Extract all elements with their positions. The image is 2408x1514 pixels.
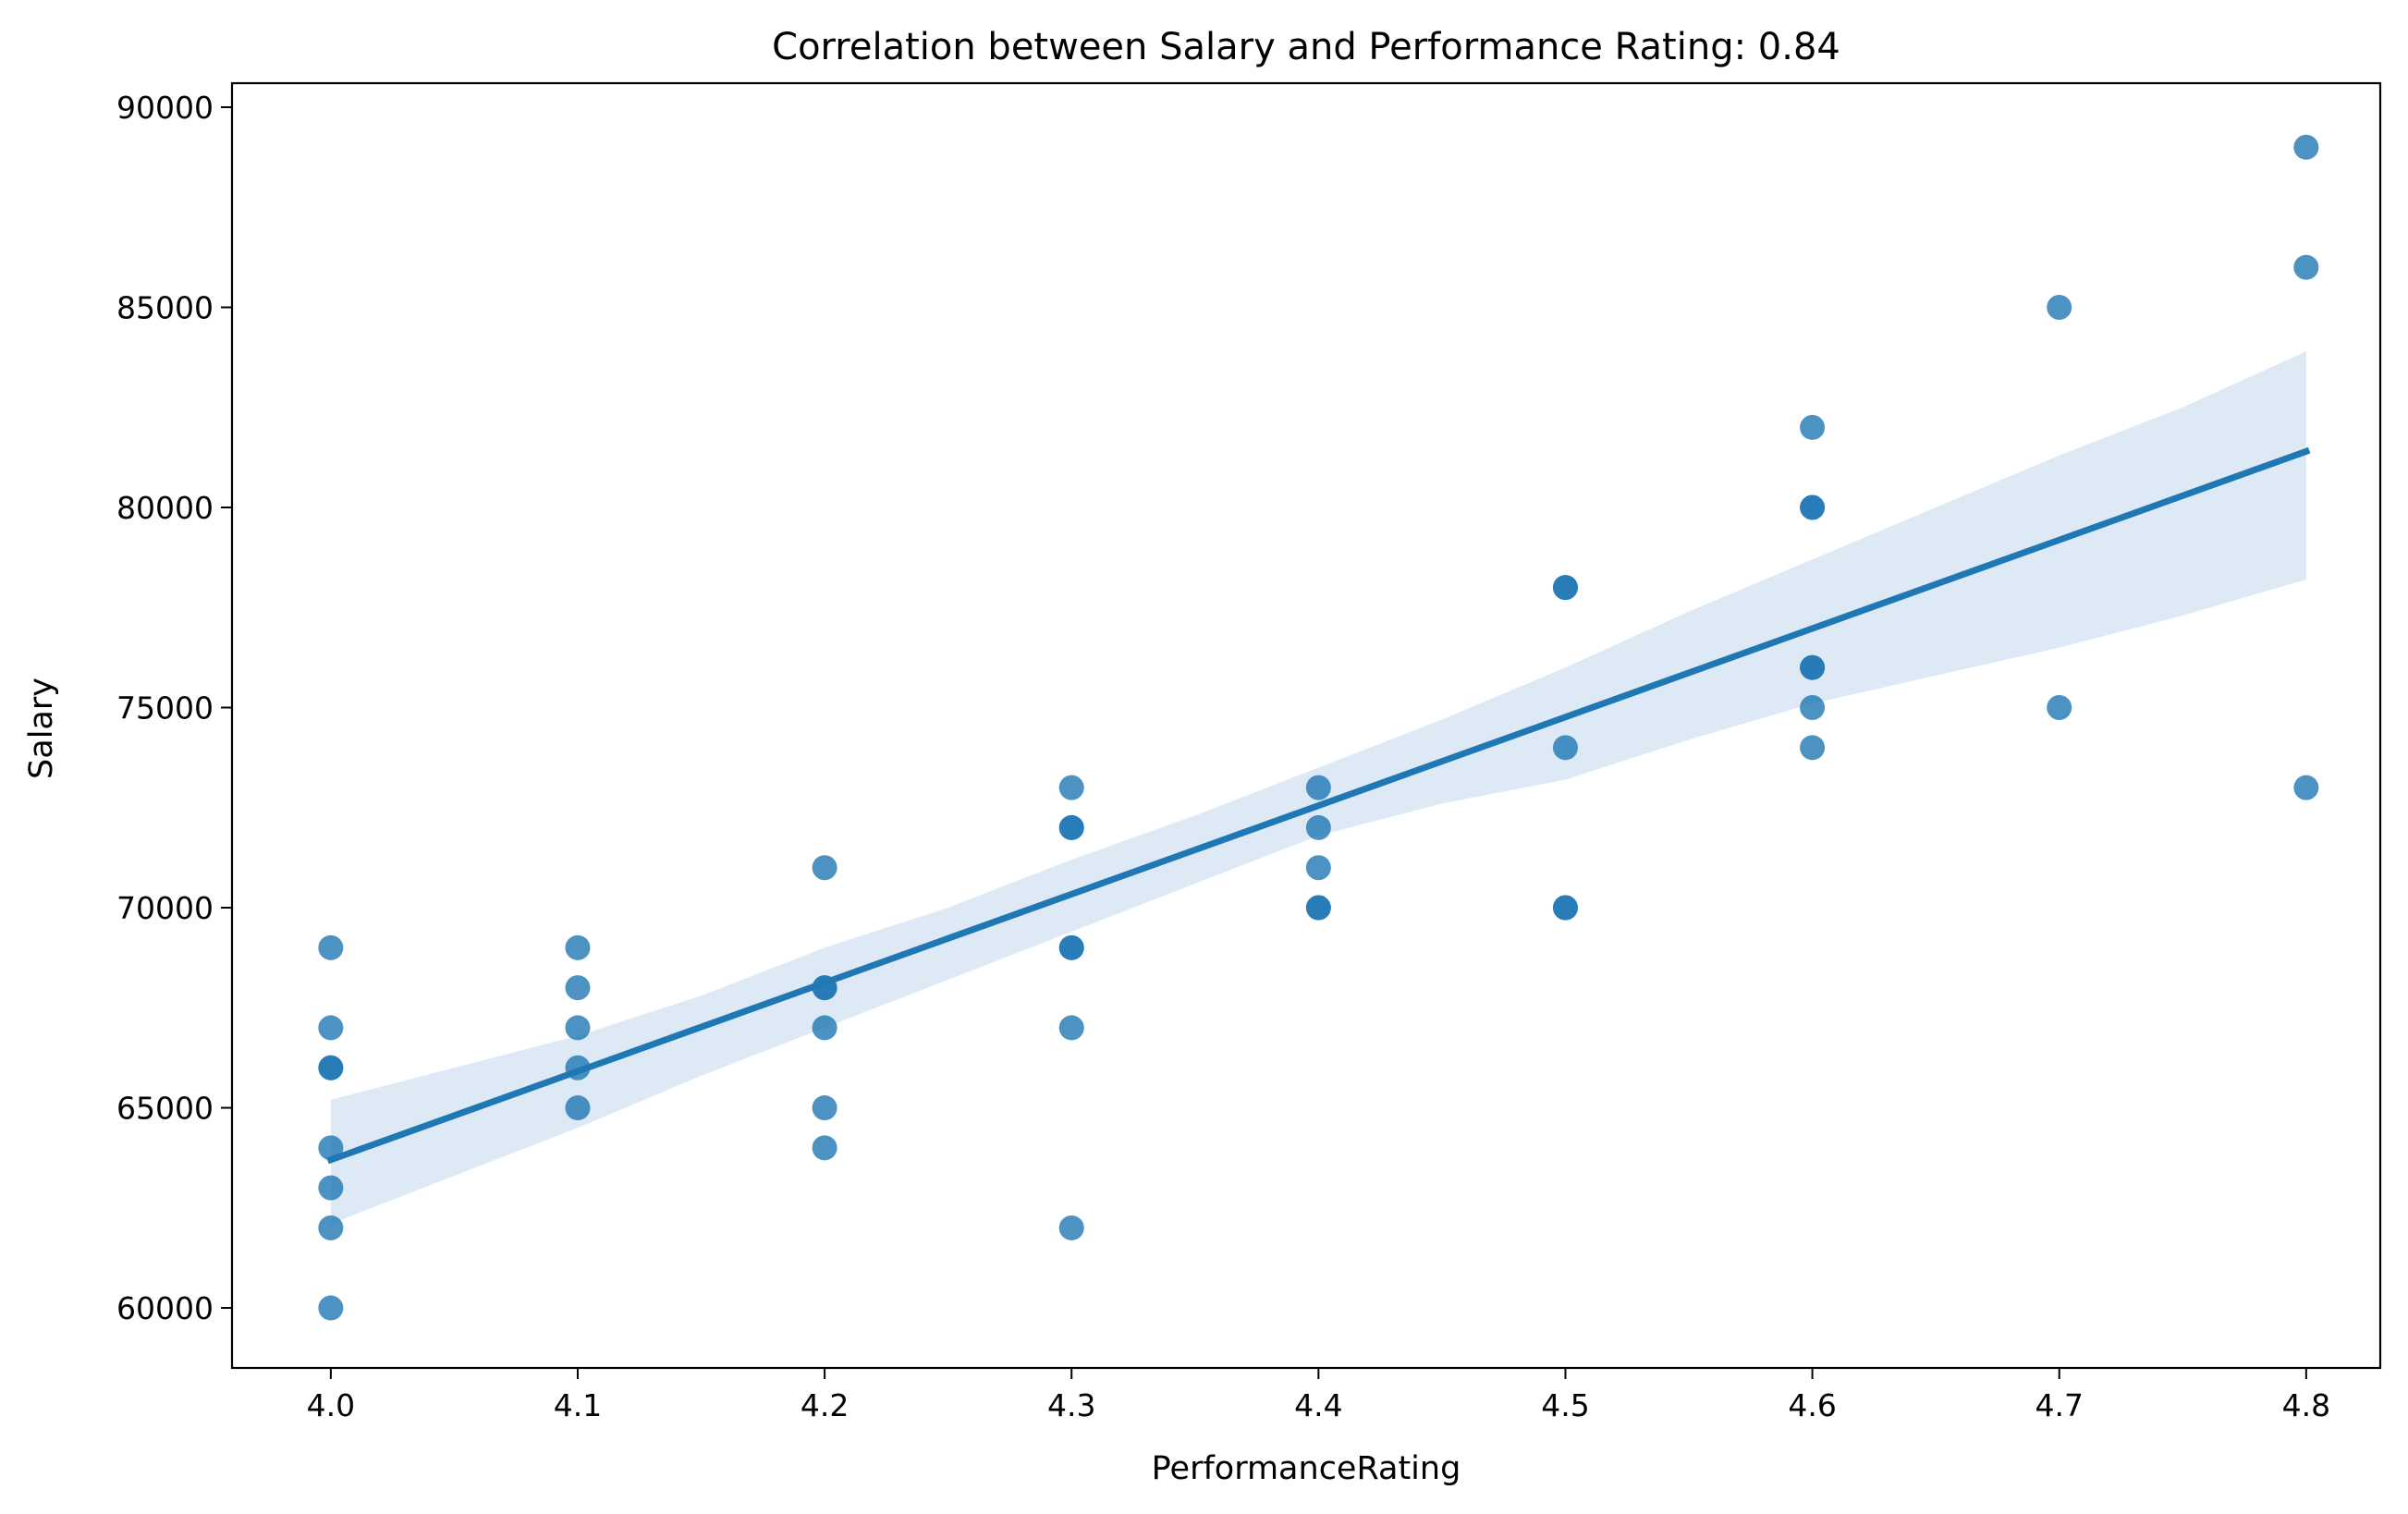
data-point [1552, 895, 1578, 921]
y-tick-label: 65000 [116, 1091, 214, 1127]
axes-layer [230, 81, 2382, 1370]
data-point [1305, 895, 1331, 921]
y-tick-label: 70000 [116, 890, 214, 926]
data-point [318, 1135, 344, 1161]
data-point [318, 1295, 344, 1321]
data-point [1800, 735, 1826, 761]
x-tick-label: 4.1 [554, 1387, 602, 1423]
data-point [1305, 775, 1331, 800]
data-point [2293, 134, 2319, 160]
x-tick-label: 4.0 [307, 1387, 355, 1423]
data-point [1058, 814, 1084, 840]
data-point [1058, 1015, 1084, 1041]
x-axis-ticks: 4.0 4.1 4.2 4.3 4.4 4.5 4.6 4.7 4.8 [307, 1368, 2330, 1423]
data-point [565, 1095, 591, 1121]
x-tick-label: 4.3 [1047, 1387, 1095, 1423]
chart-title: Correlation between Salary and Performan… [772, 26, 1840, 68]
data-point [812, 1135, 837, 1161]
data-point [1058, 775, 1084, 800]
y-tick-label: 75000 [116, 690, 214, 726]
data-point [318, 1215, 344, 1240]
x-axis-label: PerformanceRating [1152, 1450, 1461, 1487]
x-tick-label: 4.7 [2035, 1387, 2083, 1423]
data-point [812, 1015, 837, 1041]
data-point [1800, 654, 1826, 680]
data-point [318, 1175, 344, 1201]
regression-line-layer [326, 446, 2311, 1165]
y-tick-label: 90000 [116, 90, 214, 126]
y-tick-label: 80000 [116, 490, 214, 526]
data-point [1800, 414, 1826, 440]
data-point [1058, 934, 1084, 960]
x-tick-label: 4.6 [1788, 1387, 1836, 1423]
data-point [318, 1055, 344, 1081]
x-tick-label: 4.2 [801, 1387, 849, 1423]
data-point [1305, 814, 1331, 840]
data-point [1800, 494, 1826, 520]
plot-frame [230, 81, 2382, 1370]
data-point [1800, 695, 1826, 721]
data-point [565, 934, 591, 960]
data-point [1552, 735, 1578, 761]
data-point [318, 1015, 344, 1041]
data-point [2293, 254, 2319, 280]
data-point [1552, 575, 1578, 601]
data-point [1305, 855, 1331, 881]
data-point [2047, 695, 2072, 721]
y-axis-label: Salary [23, 678, 60, 779]
data-point [1058, 1215, 1084, 1240]
y-tick-label: 85000 [116, 289, 214, 325]
data-point [812, 1095, 837, 1121]
data-point [812, 855, 837, 881]
x-tick-label: 4.4 [1294, 1387, 1342, 1423]
y-axis-ticks: 60000 65000 70000 75000 80000 85000 90000 [116, 90, 232, 1326]
x-tick-label: 4.8 [2282, 1387, 2330, 1423]
scatter-points-layer [318, 134, 2319, 1321]
data-point [318, 934, 344, 960]
data-point [2047, 294, 2072, 320]
regression-line [326, 446, 2311, 1165]
data-point [565, 1015, 591, 1041]
data-point [2293, 775, 2319, 800]
data-point [565, 975, 591, 1001]
x-tick-label: 4.5 [1541, 1387, 1589, 1423]
y-tick-label: 60000 [116, 1290, 214, 1326]
